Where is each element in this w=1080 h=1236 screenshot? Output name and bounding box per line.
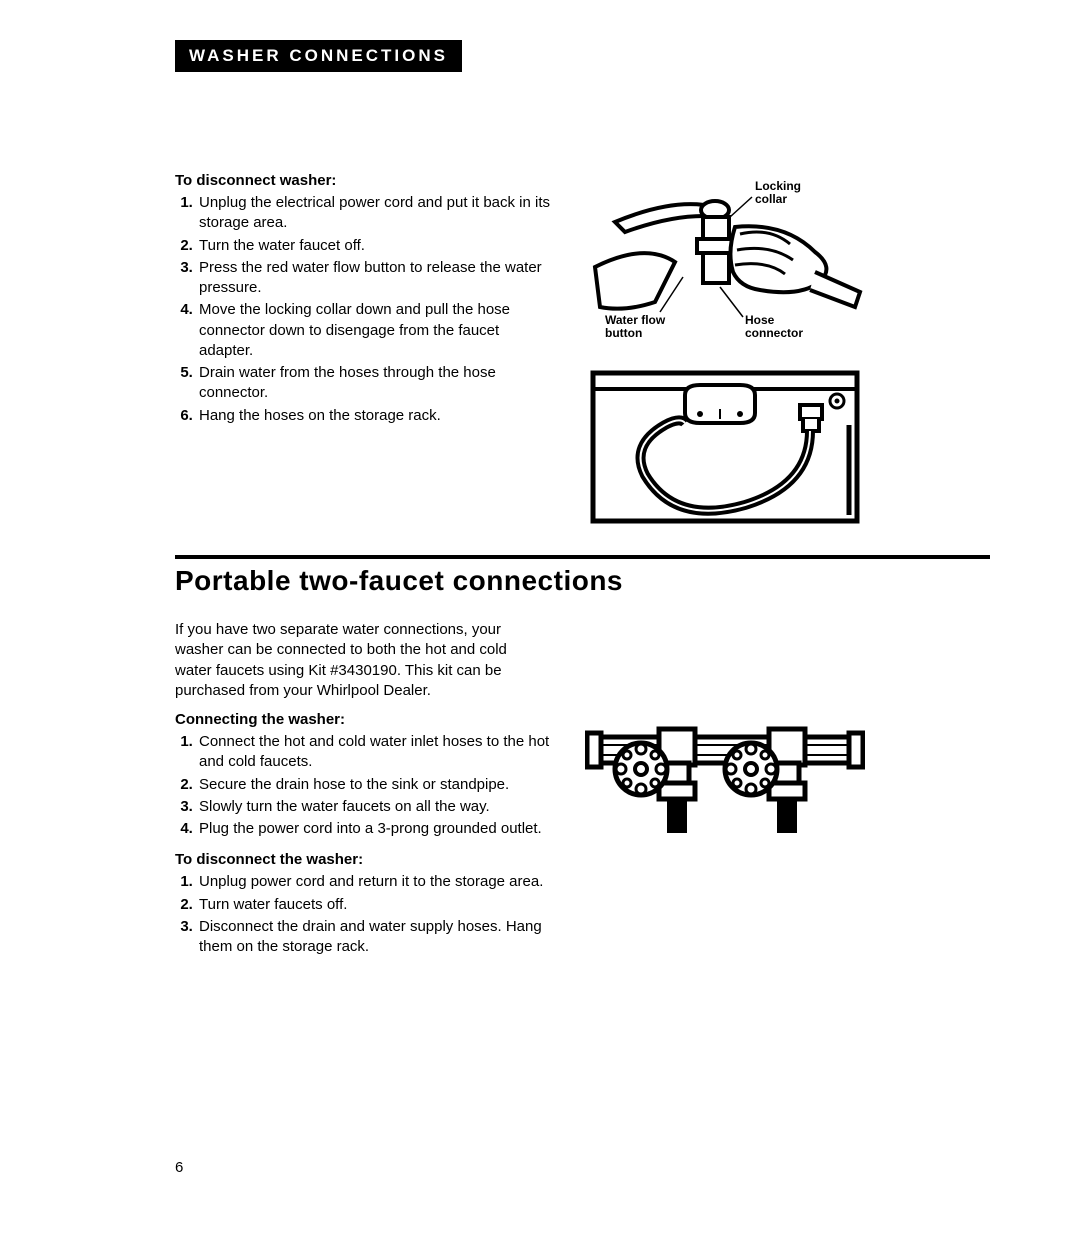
list-item: Slowly turn the water faucets on all the… xyxy=(197,797,555,817)
disconnect-heading: To disconnect washer: xyxy=(175,172,555,189)
svg-text:Water flow: Water flow xyxy=(605,313,666,327)
list-item: Turn the water faucet off. xyxy=(197,236,555,256)
intro-text: If you have two separate water connectio… xyxy=(175,620,525,701)
section-header: WASHER CONNECTIONS xyxy=(175,40,462,72)
svg-text:collar: collar xyxy=(755,192,787,206)
divider xyxy=(175,555,990,559)
svg-text:Locking: Locking xyxy=(755,179,801,193)
connecting-heading: Connecting the washer: xyxy=(175,711,555,728)
list-item: Unplug the electrical power cord and put… xyxy=(197,193,555,234)
svg-text:connector: connector xyxy=(745,326,803,340)
section-title: Portable two-faucet connections xyxy=(175,565,990,597)
faucet-connector-illustration: Locking collar Water flow button Hose co… xyxy=(585,172,875,347)
list-item: Connect the hot and cold water inlet hos… xyxy=(197,732,555,773)
list-item: Move the locking collar down and pull th… xyxy=(197,300,555,361)
svg-text:Hose: Hose xyxy=(745,313,775,327)
list-item: Turn water faucets off. xyxy=(197,895,555,915)
disconnect2-steps: Unplug power cord and return it to the s… xyxy=(175,872,555,957)
washer-back-illustration xyxy=(585,365,875,525)
list-item: Unplug power cord and return it to the s… xyxy=(197,872,555,892)
disconnect2-heading: To disconnect the washer: xyxy=(175,851,555,868)
svg-text:button: button xyxy=(605,326,642,340)
list-item: Press the red water flow button to relea… xyxy=(197,258,555,299)
list-item: Disconnect the drain and water supply ho… xyxy=(197,917,555,958)
list-item: Plug the power cord into a 3-prong groun… xyxy=(197,819,555,839)
list-item: Drain water from the hoses through the h… xyxy=(197,363,555,404)
connecting-steps: Connect the hot and cold water inlet hos… xyxy=(175,732,555,839)
disconnect-steps: Unplug the electrical power cord and put… xyxy=(175,193,555,426)
list-item: Secure the drain hose to the sink or sta… xyxy=(197,775,555,795)
two-faucet-illustration xyxy=(585,705,875,855)
list-item: Hang the hoses on the storage rack. xyxy=(197,406,555,426)
page-number: 6 xyxy=(175,1159,183,1176)
